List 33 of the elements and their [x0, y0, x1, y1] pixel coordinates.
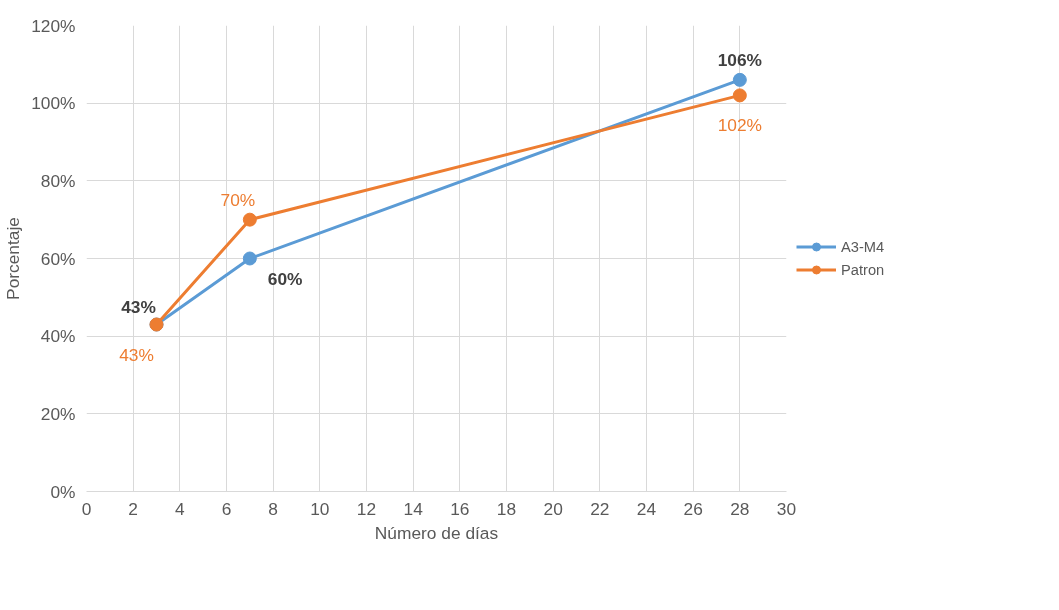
- x-tick-label: 30: [776, 498, 797, 519]
- x-tick-label: 20: [543, 498, 563, 519]
- x-tick-label: 22: [590, 498, 610, 519]
- x-tick-label: 6: [221, 498, 232, 519]
- x-tick-label: 14: [403, 498, 424, 519]
- data-label: 106%: [717, 49, 762, 70]
- y-axis-title: Porcentaje: [3, 217, 24, 300]
- data-label: 43%: [121, 296, 156, 317]
- data-label: 43%: [119, 344, 154, 365]
- x-tick-label: 4: [175, 498, 186, 519]
- y-tick-label: 80%: [40, 170, 76, 191]
- x-tick-label: 24: [636, 498, 657, 519]
- data-label: 102%: [717, 115, 762, 136]
- y-tick-label: 100%: [31, 93, 76, 114]
- x-tick-label: 26: [683, 498, 703, 519]
- x-tick-label: 18: [496, 498, 517, 519]
- x-tick-label: 0: [81, 498, 92, 519]
- x-tick-label: 2: [128, 498, 138, 519]
- x-tick-label: 28: [730, 498, 750, 519]
- data-label: 70%: [220, 189, 256, 210]
- x-tick-label: 12: [356, 498, 377, 519]
- y-tick-label: 40%: [40, 326, 76, 347]
- y-tick-label: 0%: [50, 481, 76, 502]
- x-axis-title: Número de días: [374, 522, 499, 543]
- y-tick-label: 20%: [40, 403, 76, 424]
- data-label: 60%: [267, 268, 303, 289]
- y-tick-label: 60%: [40, 248, 76, 269]
- y-tick-label: 120%: [31, 15, 76, 36]
- x-tick-label: 10: [310, 498, 330, 519]
- x-tick-label: 16: [450, 498, 470, 519]
- legend-label: Patron: [841, 261, 885, 278]
- x-tick-label: 8: [268, 498, 278, 519]
- legend-label: A3-M4: [841, 238, 885, 255]
